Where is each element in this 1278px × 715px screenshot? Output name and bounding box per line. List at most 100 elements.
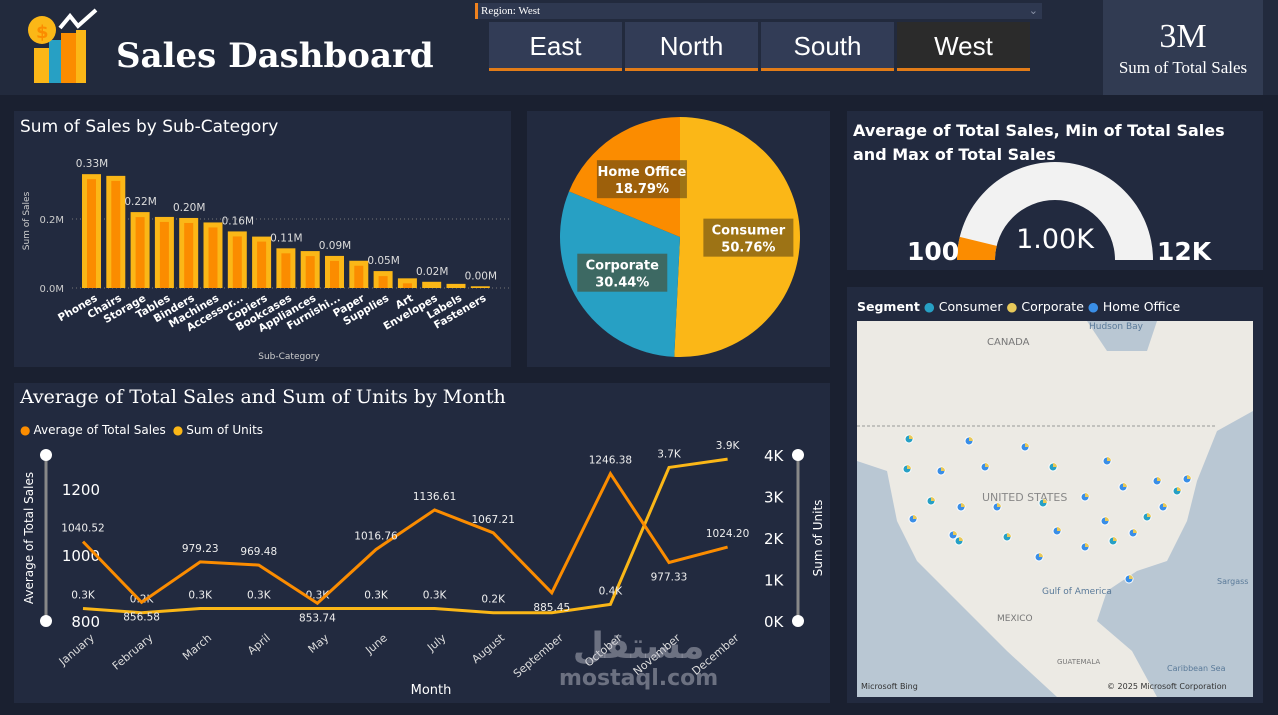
legend-home-office: Home Office bbox=[1102, 299, 1181, 314]
map[interactable]: Hudson Bay CANADA UNITED STATES Gulf of … bbox=[857, 321, 1253, 697]
pie-chart: Consumer 50.76% Corporate 30.44% Home Office… bbox=[560, 116, 800, 357]
x-axis-label: Month bbox=[411, 683, 452, 698]
x-tick: July bbox=[424, 631, 449, 655]
marker-slice bbox=[1177, 487, 1181, 491]
bar-inner bbox=[159, 221, 169, 288]
data-label: 3.7K bbox=[657, 448, 682, 460]
marker-slice bbox=[1123, 483, 1127, 487]
data-label: 1024.20 bbox=[706, 528, 749, 540]
line-chart: 800 1000 1200 0K 1K 2K 3K 4K Average of Total Sa… bbox=[22, 440, 825, 698]
data-label: 0.3K bbox=[71, 590, 96, 602]
data-label: 0.16M bbox=[222, 215, 254, 227]
data-label: 0.05M bbox=[367, 255, 399, 267]
data-label: 0.33M bbox=[76, 158, 108, 170]
x-tick: February bbox=[110, 631, 156, 673]
bar-inner bbox=[305, 256, 315, 288]
marker-slice bbox=[913, 515, 917, 519]
bar-inner bbox=[111, 180, 121, 288]
region-tabs: East North South West bbox=[489, 22, 1030, 71]
marker-slice bbox=[969, 437, 973, 441]
pie-chart-panel: Consumer 50.76% Corporate 30.44% Home Office… bbox=[527, 111, 830, 367]
region-dropdown[interactable]: Region: West ⌄ bbox=[475, 3, 1042, 19]
header: $ Sales Dashboard Region: West ⌄ East Nor… bbox=[0, 0, 1278, 95]
bar-chart-title: Sum of Sales by Sub-Category bbox=[20, 117, 279, 137]
bar-chart-panel: Sum of Sales by Sub-Category 0.0M 0.2M Sum… bbox=[14, 111, 511, 367]
map-label: Sargass bbox=[1217, 577, 1248, 586]
map-label: MEXICO bbox=[997, 614, 1033, 624]
bar-inner bbox=[402, 283, 412, 288]
marker-slice bbox=[985, 463, 989, 467]
marker-slice bbox=[1007, 533, 1011, 537]
gauge-max: 12K bbox=[1157, 237, 1213, 266]
tab-west[interactable]: West bbox=[897, 22, 1030, 71]
bar-inner bbox=[281, 253, 291, 288]
marker-slice bbox=[1133, 529, 1137, 533]
x-tick: September bbox=[511, 631, 566, 680]
legend-consumer: Consumer bbox=[938, 299, 1003, 314]
x-tick: June bbox=[362, 631, 390, 657]
marker-slice bbox=[953, 531, 957, 535]
marker-slice bbox=[1147, 513, 1151, 517]
data-label: 0.4K bbox=[599, 585, 624, 597]
map-label: GUATEMALA bbox=[1057, 658, 1100, 666]
series-line bbox=[81, 470, 728, 606]
marker-slice bbox=[1129, 575, 1133, 579]
gauge-track bbox=[957, 162, 1153, 260]
data-label: 0.2K bbox=[481, 594, 506, 606]
map-panel: Segment ● Consumer ● Corporate ● Home Offic… bbox=[847, 287, 1263, 703]
bar bbox=[422, 281, 442, 288]
marker-slice bbox=[1163, 503, 1167, 507]
dot-icon: ● bbox=[172, 423, 184, 437]
dot-icon: ● bbox=[1087, 299, 1099, 314]
slider-handle bbox=[40, 615, 52, 627]
data-label: 0.09M bbox=[319, 240, 351, 252]
data-label: 0.22M bbox=[124, 196, 156, 208]
gauge-title: Average of Total Sales, Min of Total Sal… bbox=[853, 121, 1225, 164]
gauge-min: 100 bbox=[907, 237, 959, 266]
slider-handle bbox=[792, 615, 804, 627]
data-label: 0.3K bbox=[364, 590, 389, 602]
dot-icon: ● bbox=[923, 299, 935, 314]
bar-inner bbox=[257, 241, 267, 288]
marker-slice bbox=[1025, 443, 1029, 447]
series-line bbox=[82, 457, 728, 615]
marker-slice bbox=[909, 435, 913, 439]
chevron-down-icon: ⌄ bbox=[1028, 5, 1038, 17]
marker-slice bbox=[907, 465, 911, 469]
y-left-tick: 1200 bbox=[62, 481, 100, 499]
x-tick: January bbox=[56, 631, 97, 669]
watermark-latin: mostaql.com bbox=[559, 666, 719, 691]
watermark-arabic: مستقل bbox=[572, 626, 705, 667]
y-left-tick: 800 bbox=[71, 613, 100, 631]
legend-title: Segment bbox=[857, 299, 920, 314]
y-right-tick: 2K bbox=[764, 530, 785, 548]
legend-corporate: Corporate bbox=[1021, 299, 1084, 314]
dot-icon: ● bbox=[20, 423, 31, 437]
data-label: 1067.21 bbox=[471, 514, 514, 526]
marker-slice bbox=[931, 497, 935, 501]
marker-slice bbox=[1107, 457, 1111, 461]
y-tick: 0.0M bbox=[39, 284, 64, 295]
marker-slice bbox=[1085, 543, 1089, 547]
x-axis-label: Sub-Category bbox=[258, 352, 320, 362]
x-tick: August bbox=[469, 631, 507, 666]
map-attribution: © 2025 Microsoft Corporation bbox=[1107, 682, 1227, 691]
data-label: 853.74 bbox=[299, 612, 336, 624]
gauge-fill bbox=[957, 236, 997, 260]
tab-south[interactable]: South bbox=[761, 22, 894, 71]
data-label: 0.3K bbox=[188, 590, 213, 602]
tab-east[interactable]: East bbox=[489, 22, 622, 71]
dot-icon: ● bbox=[1006, 299, 1018, 314]
bar bbox=[397, 278, 417, 288]
x-tick: April bbox=[245, 631, 273, 657]
tab-north[interactable]: North bbox=[625, 22, 758, 71]
data-label: 0.3K bbox=[423, 590, 448, 602]
slider-handle bbox=[40, 449, 52, 461]
y-tick: 0.2M bbox=[39, 215, 64, 226]
marker-slice bbox=[997, 503, 1001, 507]
line-chart-title: Average of Total Sales and Sum of Units … bbox=[20, 386, 506, 408]
marker-slice bbox=[1157, 477, 1161, 481]
y-right-tick: 0K bbox=[764, 613, 785, 631]
data-label: 1040.52 bbox=[61, 523, 104, 535]
legend-units: Sum of Units bbox=[186, 423, 264, 437]
